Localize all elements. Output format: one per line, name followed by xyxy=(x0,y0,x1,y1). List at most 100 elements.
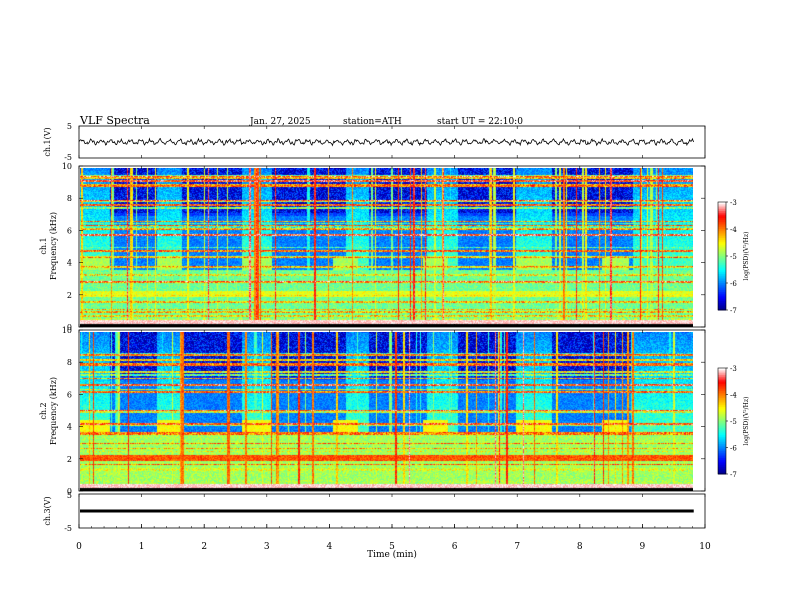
colorbar-cell xyxy=(718,443,726,447)
colorbar-cell xyxy=(718,299,726,302)
colorbar-cell xyxy=(718,293,726,297)
colorbar-cell xyxy=(718,214,726,217)
colorbar-cell xyxy=(718,410,726,413)
colorbar-cell xyxy=(718,421,726,424)
colorbar-cell xyxy=(718,270,726,273)
colorbar-cell xyxy=(718,461,726,464)
time-axis: 0 1 2 3 4 5 6 7 8 9 10 xyxy=(76,126,711,552)
colorbar-cell xyxy=(718,406,726,410)
colorbar-cell xyxy=(718,428,726,431)
colorbar-cell xyxy=(718,438,726,441)
ch2-frequency-label: Frequency (kHz) xyxy=(49,377,58,445)
colorbar-cell xyxy=(718,230,726,234)
colorbar-label: log(PSD)(V²/Hz) xyxy=(743,397,750,446)
colorbar-cell xyxy=(718,290,726,293)
x-tick-label: 1 xyxy=(139,542,145,552)
colorbar-cell xyxy=(718,417,726,420)
colorbar-cell xyxy=(718,218,726,221)
colorbar-cell xyxy=(718,272,726,275)
colorbar-cell xyxy=(718,304,726,307)
y-tick-label: 8 xyxy=(67,358,72,367)
colorbar-cell xyxy=(718,275,726,279)
colorbar-cell xyxy=(718,221,726,225)
y-tick-label: 6 xyxy=(67,226,72,235)
ch3-waveform-panel: 5 -5 ch.3(V) xyxy=(43,491,706,533)
colorbar-cell xyxy=(718,203,726,207)
x-tick-label: 8 xyxy=(577,542,583,552)
colorbar-cell xyxy=(718,419,726,422)
colorbar-cell xyxy=(718,243,726,246)
ch3-waveform-ylabel: ch.3(V) xyxy=(43,496,52,525)
colorbar-cell xyxy=(718,268,726,271)
colorbar-cell xyxy=(718,431,726,434)
x-tick-label: 2 xyxy=(201,542,207,552)
colorbar-cell xyxy=(718,429,726,433)
colorbar-cell xyxy=(718,401,726,404)
colorbar-cell xyxy=(718,225,726,228)
colorbar-cell xyxy=(718,250,726,253)
colorbar-tick-label: -5 xyxy=(730,253,737,261)
y-tick-label: 4 xyxy=(67,423,72,432)
colorbar-cell xyxy=(718,412,726,415)
colorbar-cell xyxy=(718,385,726,388)
y-tick-label: 2 xyxy=(67,291,72,300)
colorbar-tick-label: -6 xyxy=(730,280,737,288)
colorbar-cell xyxy=(718,265,726,268)
time-axis-label: Time (min) xyxy=(367,549,417,560)
colorbar-cell xyxy=(718,211,726,214)
colorbar-cell xyxy=(718,408,726,411)
ch1-ytick-min: -5 xyxy=(64,153,72,162)
y-tick-label: 4 xyxy=(67,259,72,268)
colorbar-cell xyxy=(718,426,726,429)
colorbar-cell xyxy=(718,368,726,371)
colorbar-cell xyxy=(718,207,726,210)
colorbar-cell xyxy=(718,463,726,466)
colorbar-cell xyxy=(718,394,726,397)
colorbar-cell xyxy=(718,436,726,440)
ch1-waveform-line xyxy=(78,137,695,147)
colorbar-cell xyxy=(718,252,726,255)
colorbar-tick-label: -5 xyxy=(730,418,737,426)
y-tick-label: 10 xyxy=(62,326,72,335)
date-label: Jan. 27, 2025 xyxy=(249,117,311,127)
ch2-colorbar: -3 -4 -5 -6 -7 log(PSD)(V²/Hz) xyxy=(717,365,750,479)
colorbar-cell xyxy=(718,433,726,436)
station-label: station=ATH xyxy=(343,117,402,127)
ch1-ytick-max: 5 xyxy=(67,122,72,131)
y-tick-label: 6 xyxy=(67,390,72,399)
colorbar-cell xyxy=(718,277,726,280)
colorbar-cell xyxy=(718,447,726,450)
ch2-spectrogram-heatmap xyxy=(80,332,693,491)
colorbar-cell xyxy=(718,306,726,309)
ch2-channel-label: ch.2 xyxy=(39,402,48,419)
colorbar-cell xyxy=(718,458,726,461)
colorbar-cell xyxy=(718,470,726,473)
colorbar-cell xyxy=(718,468,726,471)
colorbar-cell xyxy=(718,389,726,392)
colorbar-cell xyxy=(718,376,726,380)
ch2-spectrogram-yticks: 0 2 4 6 8 10 xyxy=(62,326,705,496)
colorbar-tick-label: -7 xyxy=(730,307,737,315)
ch1-waveform-ylabel: ch.1(V) xyxy=(43,127,52,156)
colorbar-cell xyxy=(718,256,726,259)
colorbar-cell xyxy=(718,248,726,252)
colorbar-cell xyxy=(718,396,726,399)
ch3-ytick-max: 5 xyxy=(67,491,72,500)
colorbar-cell xyxy=(718,459,726,463)
colorbar-cell xyxy=(718,375,726,378)
ch1-frequency-label: Frequency (kHz) xyxy=(49,212,58,280)
colorbar-cell xyxy=(718,399,726,403)
x-tick-label: 0 xyxy=(76,542,82,552)
colorbar-cell xyxy=(718,284,726,288)
colorbar-cell xyxy=(718,245,726,248)
x-tick-label: 10 xyxy=(699,542,711,552)
colorbar-cell xyxy=(718,202,726,205)
colorbar-cell xyxy=(718,466,726,470)
colorbar-cell xyxy=(718,424,726,427)
colorbar-tick-label: -3 xyxy=(730,199,737,207)
colorbar-cell xyxy=(718,236,726,239)
colorbar-cell xyxy=(718,382,726,385)
colorbar-cell xyxy=(718,257,726,261)
figure-title: VLF Spectra xyxy=(79,114,150,127)
